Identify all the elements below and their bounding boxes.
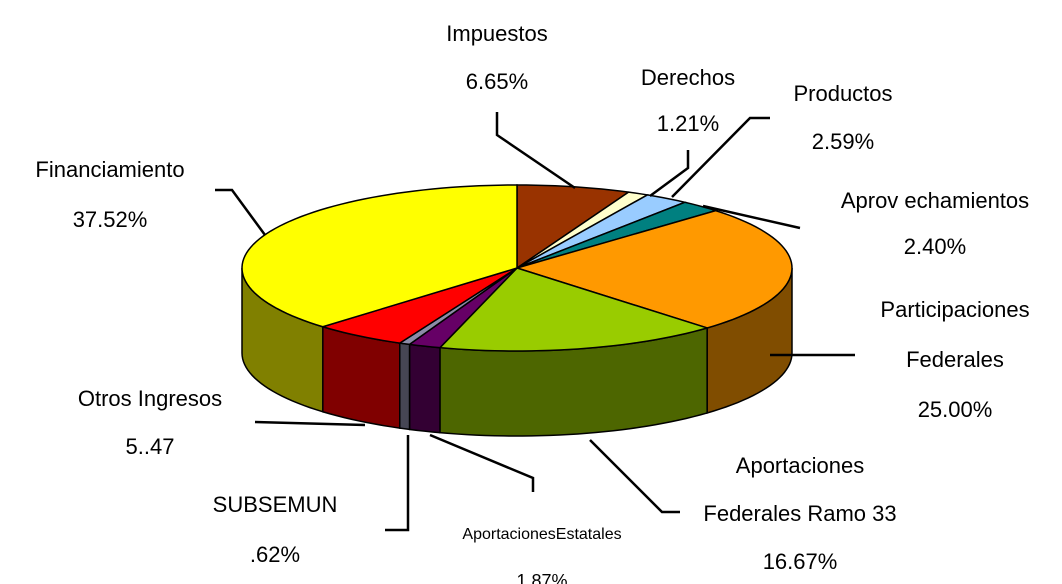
- leader-line: [671, 116, 770, 198]
- value-label: 25.00%: [917, 397, 993, 422]
- category-name: Derechos: [640, 65, 736, 90]
- category-name: Aprov echamientos: [840, 188, 1030, 213]
- slice: [241, 184, 518, 328]
- slice: [514, 209, 793, 329]
- slice-label: Participaciones Federales 25.00%: [865, 285, 1045, 435]
- leader-line: [702, 204, 801, 230]
- slice-side: [399, 342, 411, 431]
- value-label: 1.87%: [516, 571, 568, 584]
- value-label: 2.40%: [903, 234, 967, 259]
- value-label: .62%: [249, 542, 301, 567]
- slice-label: SUBSEMUN .62%: [195, 480, 355, 580]
- slice-label: Otros Ingresos 5..47: [50, 375, 250, 471]
- leader-line: [589, 439, 680, 514]
- value-label: 2.59%: [811, 129, 875, 154]
- category-name: Aportaciones Federales Ramo 33: [703, 453, 897, 526]
- category-name: Productos: [793, 81, 893, 106]
- leader-line: [385, 435, 410, 532]
- category-name: Otros Ingresos: [77, 386, 223, 411]
- slice-side: [408, 343, 441, 434]
- category-name: Participaciones Federales: [880, 297, 1030, 372]
- slice: [320, 267, 518, 344]
- category-name: SUBSEMUN: [212, 492, 338, 517]
- leader-line: [649, 150, 690, 198]
- category-name: Impuestos: [446, 21, 548, 46]
- category-name: Financiamiento: [35, 157, 185, 182]
- leader-line: [254, 420, 366, 427]
- value-label: 16.67%: [762, 549, 838, 574]
- category-name: AportacionesEstatales: [462, 526, 622, 543]
- slice-label: Impuestos 6.65%: [397, 10, 597, 106]
- value-label: 6.65%: [465, 69, 529, 94]
- value-label: 5..47: [125, 434, 175, 459]
- slice-label: AportacionesEstatales 1.87%: [422, 512, 662, 584]
- value-label: 37.52%: [72, 207, 148, 232]
- slice-label: Financiamiento 37.52%: [0, 145, 220, 245]
- slice-label: Derechos 1.21%: [608, 55, 768, 147]
- leader-line: [495, 112, 576, 190]
- slice-label: Productos 2.59%: [763, 70, 923, 166]
- slice: [438, 267, 710, 352]
- leader-line: [429, 433, 535, 492]
- value-label: 1.21%: [656, 111, 720, 136]
- leader-line: [215, 188, 267, 236]
- slice-label: Aprov echamientos 2.40%: [805, 178, 1062, 270]
- slice-label: Aportaciones Federales Ramo 33 16.67%: [700, 442, 900, 584]
